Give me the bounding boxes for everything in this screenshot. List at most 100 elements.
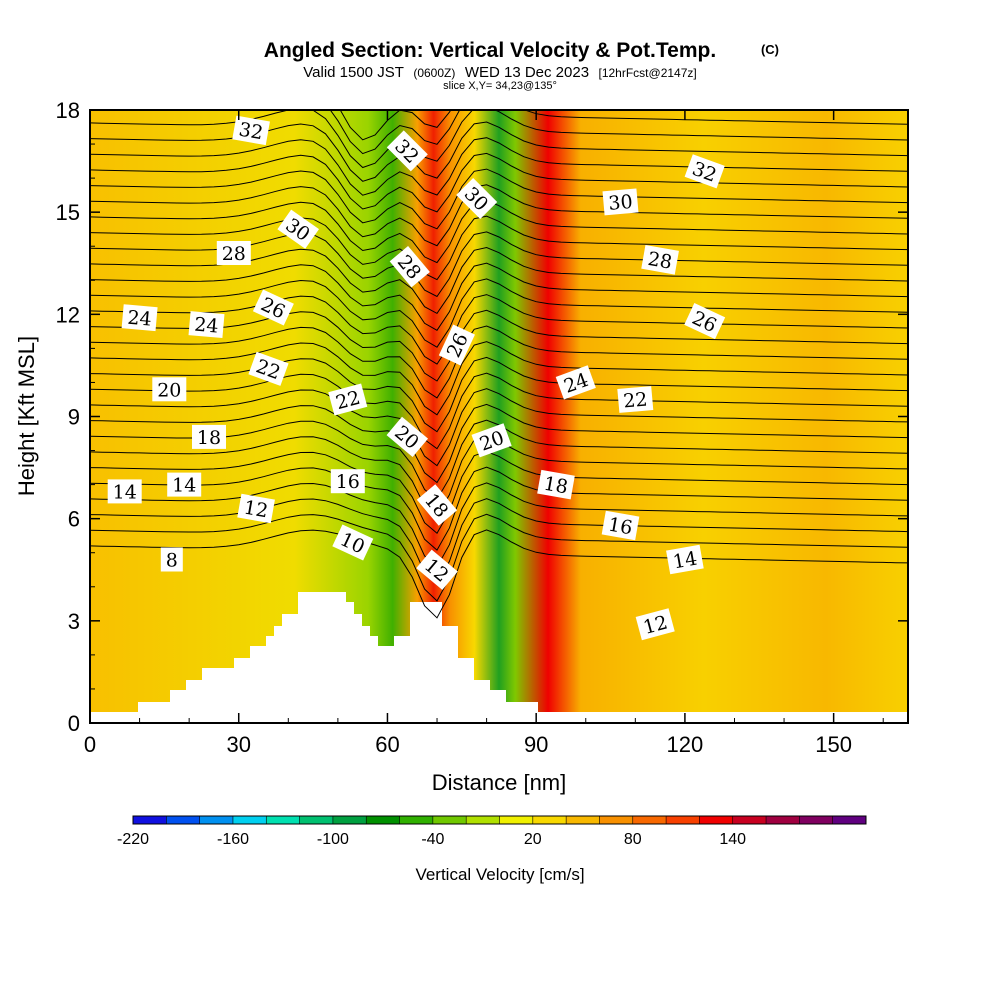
theta-contour-line: [90, 121, 908, 182]
contour-label-text: 24: [193, 314, 219, 338]
y-axis-label: Height [Kft MSL]: [14, 336, 39, 496]
colorbar-swatch: [766, 816, 800, 824]
contour-label-bg: [192, 424, 226, 449]
contour-label: 28: [216, 241, 251, 265]
colorbar-swatch: [466, 816, 500, 824]
contour-label-bg: [666, 544, 704, 575]
contour-label-bg: [167, 472, 202, 497]
contour-label: 8: [160, 547, 183, 572]
contour-label-text: 14: [172, 475, 196, 497]
contour-label-bg: [188, 311, 225, 339]
contour-label: 12: [416, 549, 458, 590]
contour-label-text: 14: [671, 548, 699, 574]
contour-label-bg: [152, 377, 187, 402]
contour-label-bg: [602, 188, 639, 216]
colorbar-swatch: [632, 816, 667, 824]
theta-contour-line: [90, 466, 908, 551]
x-tick-label: 90: [524, 732, 548, 757]
contour-label-bg: [456, 177, 498, 220]
contour-label-bg: [277, 209, 320, 249]
contour-label-bg: [471, 423, 512, 458]
contour-label: 32: [684, 154, 725, 189]
contour-label-bg: [416, 484, 458, 526]
contour-label-text: 22: [622, 388, 648, 412]
terrain: [90, 592, 908, 723]
theta-contour-line: [90, 262, 908, 331]
theta-contour-line: [90, 152, 908, 213]
colorbar-tick-label: -100: [317, 831, 349, 848]
contour-label: 24: [121, 304, 158, 332]
theta-contour-line: [90, 199, 908, 264]
colorbar-tick-label: -40: [421, 831, 444, 848]
x-tick-label: 120: [667, 732, 704, 757]
theta-contour-line: [90, 325, 908, 399]
contour-label: 28: [641, 245, 679, 275]
contour-label: 14: [666, 544, 704, 575]
theta-contour-line: [90, 482, 908, 568]
colorbar-swatch: [499, 816, 534, 824]
theta-contour-line: [90, 215, 908, 281]
contour-label-bg: [684, 303, 726, 340]
y-tick-label: 3: [68, 609, 80, 634]
colorbar-swatch: [832, 816, 867, 824]
contour-label-text: 14: [113, 481, 137, 503]
colorbar-swatch: [666, 816, 700, 824]
valid-prefix: Valid 1500 JST: [303, 64, 404, 81]
colorbar-swatch: [799, 816, 834, 824]
contour-label: 16: [330, 469, 365, 494]
contour-label: 22: [248, 351, 289, 386]
colorbar-swatch: [399, 816, 434, 824]
theta-contour-line: [90, 184, 908, 247]
contour-label-bg: [121, 304, 158, 332]
contour-label-bg: [555, 365, 596, 400]
theta-contour-line: [90, 450, 908, 534]
colorbar-swatch: [366, 816, 401, 824]
theta-contour-line: [329, 110, 908, 155]
theta-contour-line: [90, 403, 908, 484]
colorbar-tick-label: 140: [719, 831, 746, 848]
colorbar-swatch: [332, 816, 367, 824]
colorbar-tick-label: 80: [624, 831, 642, 848]
theta-contour-line: [90, 309, 908, 382]
contour-label-bg: [107, 479, 142, 504]
contour-label-text: 20: [157, 379, 181, 401]
copyright-mark: (C): [761, 42, 779, 57]
contour-label-text: 16: [607, 514, 635, 540]
axes: 0 30 60 90 120 150 0 3 6 9 12 15 18: [56, 98, 908, 757]
y-tick-label: 18: [56, 98, 80, 123]
contour-label-bg: [330, 469, 365, 494]
colorbar-swatch: [732, 816, 767, 824]
colorbar-swatch: [432, 816, 467, 824]
colorbar-tick-label: -160: [217, 831, 249, 848]
colorbar-swatch: [566, 816, 600, 824]
theta-contour-line: [90, 294, 908, 365]
valid-date: WED 13 Dec 2023: [465, 64, 589, 81]
slice-info: slice X,Y= 34,23@135°: [443, 80, 557, 92]
colorbar-swatch: [133, 816, 167, 824]
contour-label-bg: [684, 154, 725, 189]
contour-label-bg: [601, 510, 640, 541]
y-tick-label: 6: [68, 507, 80, 532]
theta-contour-line: [90, 372, 908, 450]
theta-contour-line: [90, 388, 908, 467]
contour-label-text: 18: [197, 427, 221, 449]
contour-label: 18: [537, 469, 575, 500]
contour-label-bg: [386, 130, 428, 172]
contour-label-bg: [216, 241, 251, 265]
theta-contour-line: [90, 356, 908, 433]
colorbar-tick-label: -220: [117, 831, 149, 848]
theta-contour-line: [90, 168, 908, 230]
colorbar-swatch: [232, 816, 267, 824]
colorbar-swatch: [599, 816, 634, 824]
contour-label: 12: [237, 493, 275, 524]
theta-contour-line: [90, 110, 908, 169]
colorbar: -220 -160 -100 -40 20 80 140: [117, 815, 867, 848]
contour-label: 32: [232, 115, 270, 146]
contour-label: 30: [602, 188, 639, 216]
contour-label: 20: [152, 377, 187, 402]
contour-label-bg: [438, 324, 475, 366]
contour-label: 24: [555, 365, 596, 400]
colorbar-swatch: [299, 816, 334, 824]
